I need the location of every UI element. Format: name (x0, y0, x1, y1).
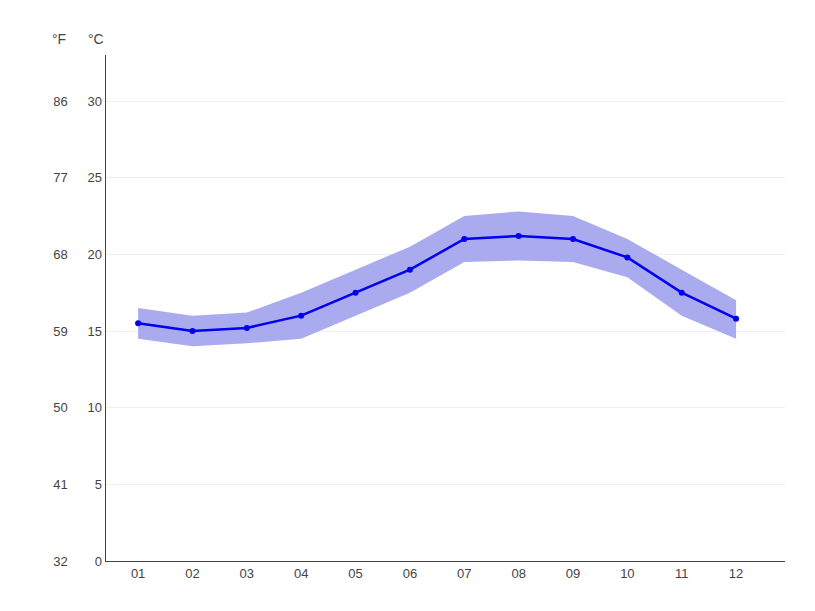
svg-text:32: 32 (53, 554, 67, 569)
svg-text:06: 06 (403, 566, 417, 581)
svg-text:05: 05 (348, 566, 362, 581)
svg-text:02: 02 (185, 566, 199, 581)
svg-text:0: 0 (95, 554, 102, 569)
svg-text:10: 10 (87, 400, 101, 415)
svg-text:86: 86 (53, 94, 67, 109)
svg-text:°F: °F (52, 31, 66, 47)
svg-text:25: 25 (87, 170, 101, 185)
svg-text:09: 09 (566, 566, 580, 581)
svg-text:30: 30 (87, 94, 101, 109)
svg-text:04: 04 (294, 566, 308, 581)
svg-text:20: 20 (87, 247, 101, 262)
svg-text:01: 01 (131, 566, 145, 581)
svg-text:5: 5 (95, 477, 102, 492)
svg-text:15: 15 (87, 324, 101, 339)
svg-text:50: 50 (53, 400, 67, 415)
svg-text:03: 03 (240, 566, 254, 581)
svg-text:07: 07 (457, 566, 471, 581)
svg-text:08: 08 (511, 566, 525, 581)
svg-text:68: 68 (53, 247, 67, 262)
svg-text:10: 10 (620, 566, 634, 581)
svg-text:12: 12 (729, 566, 743, 581)
svg-text:11: 11 (675, 566, 689, 581)
svg-text:41: 41 (53, 477, 67, 492)
svg-text:°C: °C (88, 31, 104, 47)
svg-text:59: 59 (53, 324, 67, 339)
svg-text:77: 77 (53, 170, 67, 185)
